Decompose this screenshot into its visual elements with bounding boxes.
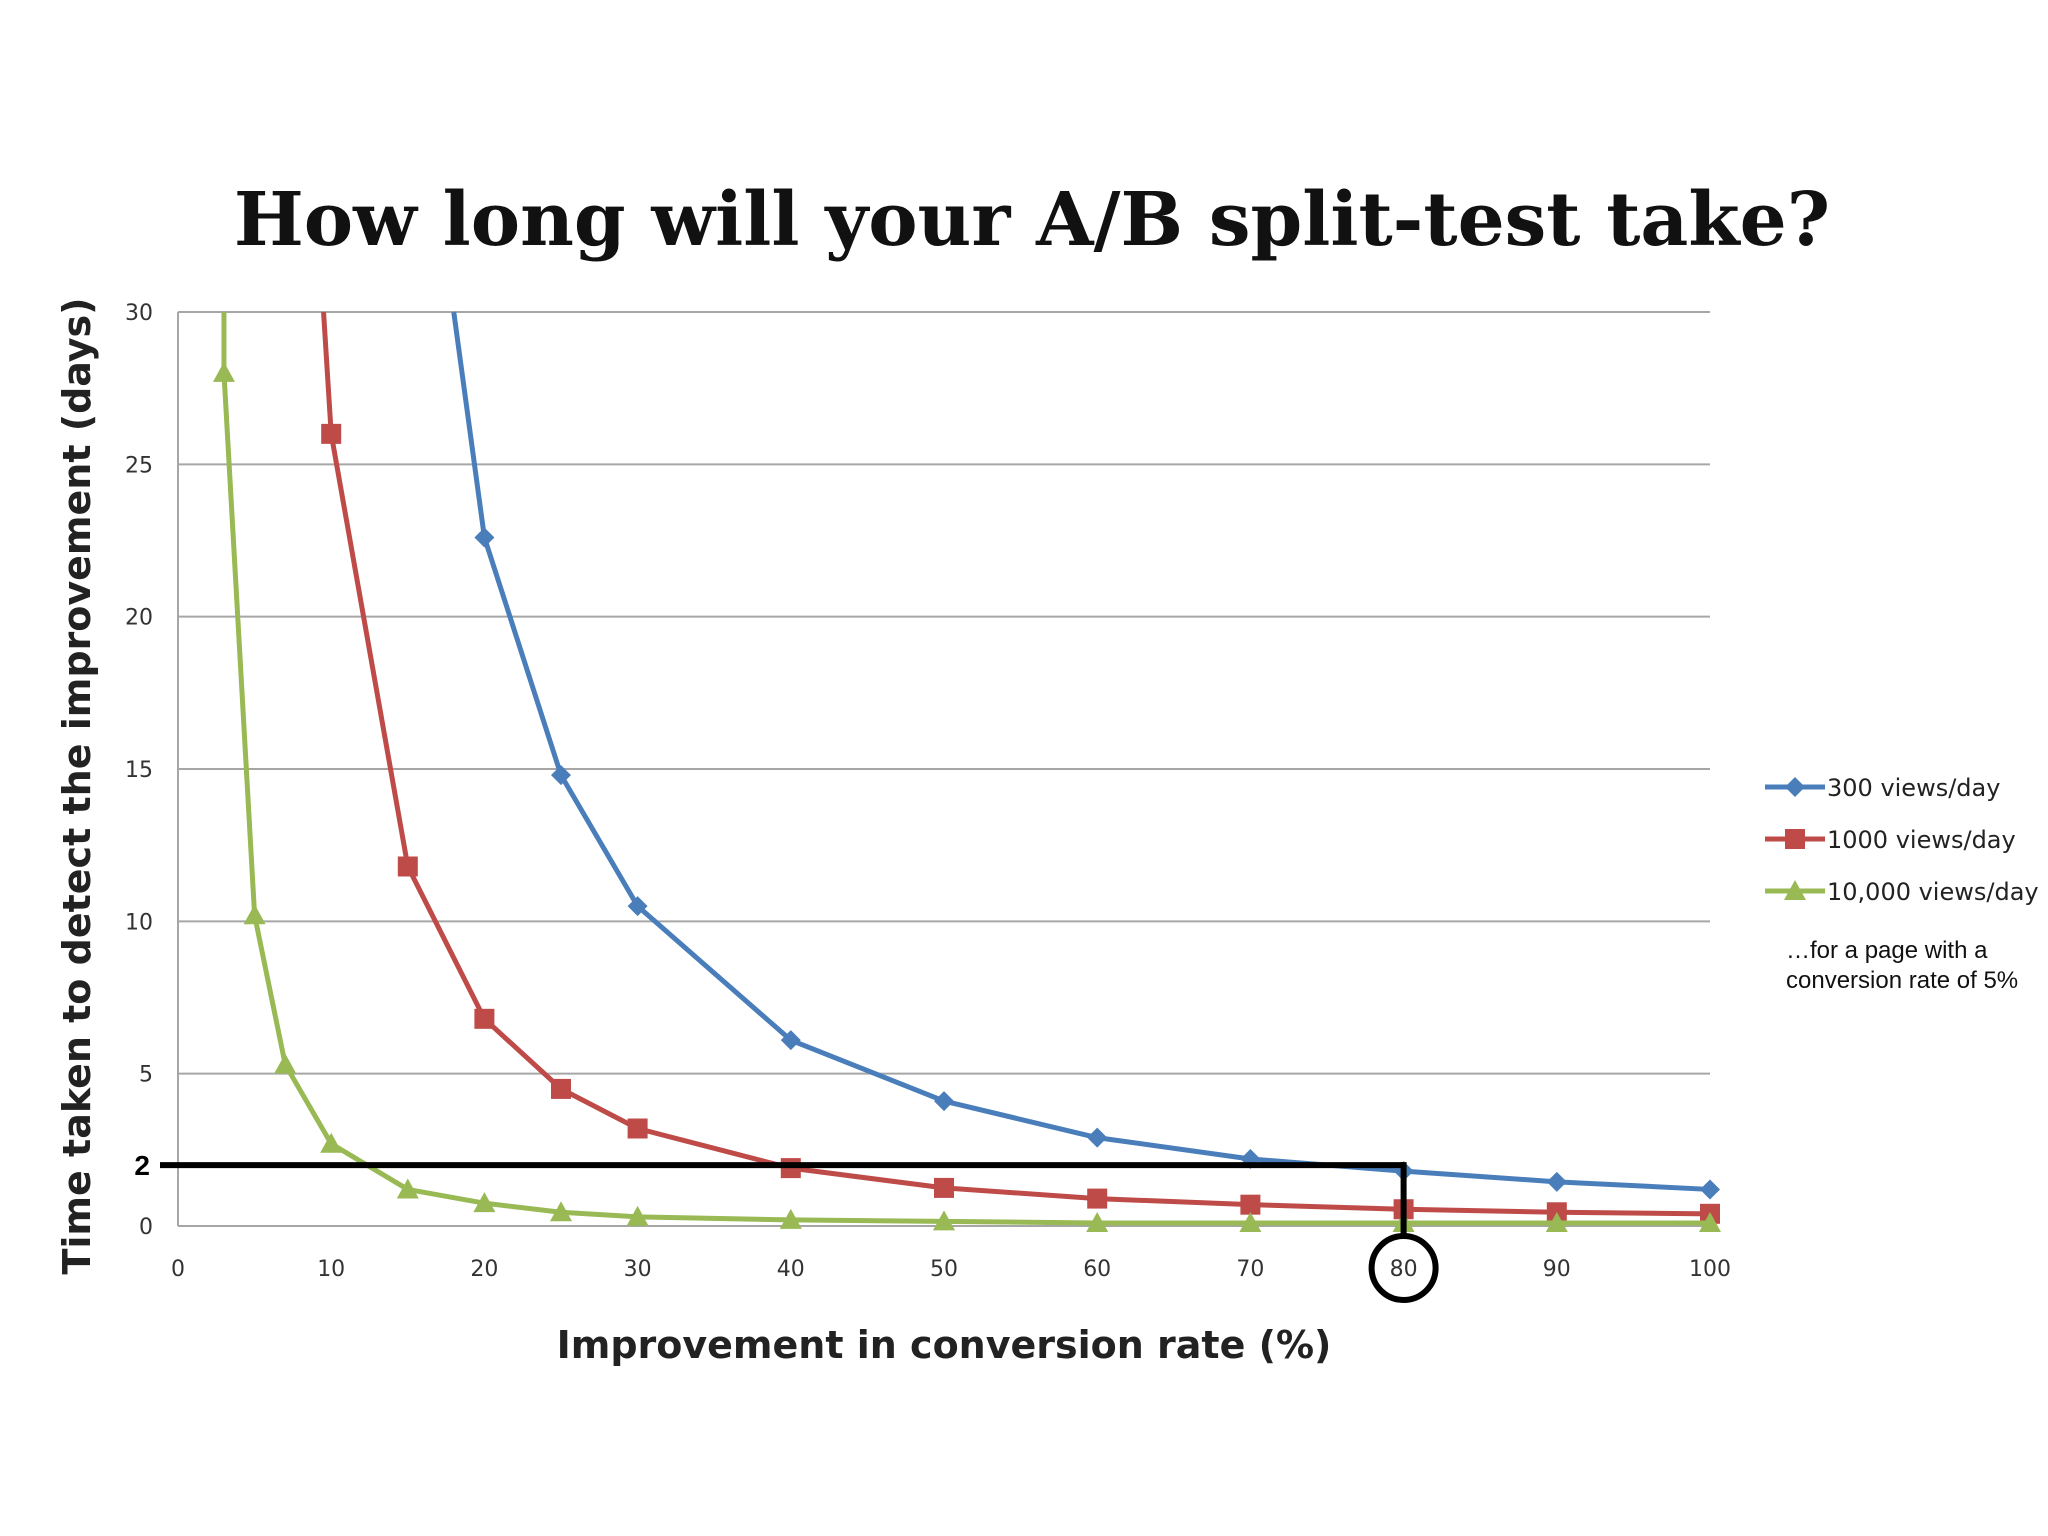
- legend-marker-3: [1784, 880, 1806, 900]
- point-2-1: [321, 423, 342, 444]
- point-3-9: [779, 1208, 802, 1229]
- point-2-6: [780, 1158, 801, 1179]
- point-1-1: [474, 527, 495, 548]
- x-tick-60: 60: [1083, 1257, 1111, 1282]
- y-tick-5: 5: [139, 1063, 153, 1088]
- point-2-2: [397, 856, 418, 877]
- point-1-4: [780, 1030, 801, 1051]
- series-line-3: [221, 312, 1710, 1226]
- x-tick-30: 30: [624, 1257, 652, 1282]
- series-line-2: [321, 311, 1711, 1217]
- point-3-7: [550, 1201, 572, 1222]
- y-tick-25: 25: [125, 453, 153, 478]
- legend-label-2: 1000 views/day: [1827, 826, 2016, 854]
- note-line-2: conversion rate of 5%: [1786, 967, 2018, 994]
- x-axis-label: Improvement in conversion rate (%): [557, 1323, 1332, 1367]
- point-1-9: [1546, 1171, 1567, 1192]
- x-tick-50: 50: [930, 1257, 958, 1282]
- x-tick-80: 80: [1390, 1257, 1418, 1282]
- series-lines: [212, 311, 1721, 1232]
- point-3-10: [933, 1210, 955, 1231]
- point-2-3: [474, 1008, 495, 1029]
- x-tick-labels: 0 10 20 30 40 50 60 70 80 90 100: [171, 1257, 1731, 1282]
- legend-label-1: 300 views/day: [1827, 774, 2000, 802]
- y-axis-label: Time taken to detect the improvement (da…: [55, 297, 99, 1274]
- note-line-1: …for a page with a: [1786, 937, 1988, 964]
- legend-label-3: 10,000 views/day: [1827, 878, 2039, 906]
- y-tick-30: 30: [125, 301, 153, 326]
- point-3-8: [626, 1205, 649, 1226]
- point-3-6: [473, 1192, 496, 1213]
- point-2-8: [1087, 1188, 1108, 1209]
- point-2-4: [551, 1078, 571, 1099]
- legend-item-3: 10,000 views/day: [1765, 878, 2039, 906]
- point-1-3: [627, 896, 648, 917]
- series-line-1: [451, 311, 1711, 1192]
- point-3-12: [1239, 1211, 1262, 1232]
- legend: 300 views/day 1000 views/day 10,000 views/…: [1765, 774, 2039, 906]
- point-3-14: [1545, 1211, 1568, 1232]
- x-tick-90: 90: [1543, 1257, 1571, 1282]
- y-tick-20: 20: [125, 606, 153, 631]
- point-3-3: [274, 1053, 297, 1074]
- grid: [177, 311, 1710, 1227]
- x-tick-100: 100: [1689, 1257, 1731, 1282]
- point-2-5: [627, 1118, 648, 1139]
- series-2: [321, 311, 1720, 1224]
- legend-marker-2: [1785, 829, 1805, 849]
- point-2-9: [1240, 1194, 1261, 1215]
- legend-marker-1: [1785, 777, 1805, 797]
- highlight-y-label: 2: [134, 1150, 150, 1181]
- point-1-6: [1087, 1127, 1108, 1148]
- highlight-annotation: 2: [134, 1150, 1439, 1303]
- x-tick-0: 0: [171, 1257, 185, 1282]
- legend-item-1: 300 views/day: [1765, 774, 2000, 802]
- series-3: [212, 312, 1721, 1232]
- y-tick-15: 15: [125, 758, 153, 783]
- point-3-5: [396, 1178, 419, 1199]
- series-1: [451, 311, 1720, 1200]
- x-tick-70: 70: [1236, 1257, 1264, 1282]
- y-tick-labels: 0 5 10 15 20 25 30: [125, 301, 153, 1240]
- point-3-11: [1086, 1211, 1109, 1232]
- x-tick-20: 20: [470, 1257, 498, 1282]
- point-3-1: [212, 361, 235, 382]
- point-3-2: [243, 904, 266, 925]
- point-2-7: [934, 1177, 954, 1198]
- y-tick-10: 10: [125, 910, 153, 935]
- x-tick-40: 40: [777, 1257, 805, 1282]
- legend-item-2: 1000 views/day: [1765, 826, 2016, 854]
- y-tick-0: 0: [139, 1215, 153, 1240]
- point-1-10: [1700, 1179, 1720, 1200]
- chart-title: How long will your A/B split-test take?: [234, 177, 1830, 263]
- point-1-5: [934, 1091, 954, 1112]
- highlight-circle: [1368, 1233, 1439, 1303]
- x-tick-10: 10: [317, 1257, 345, 1282]
- point-3-15: [1699, 1211, 1721, 1232]
- point-1-2: [551, 765, 571, 786]
- point-3-4: [320, 1132, 343, 1153]
